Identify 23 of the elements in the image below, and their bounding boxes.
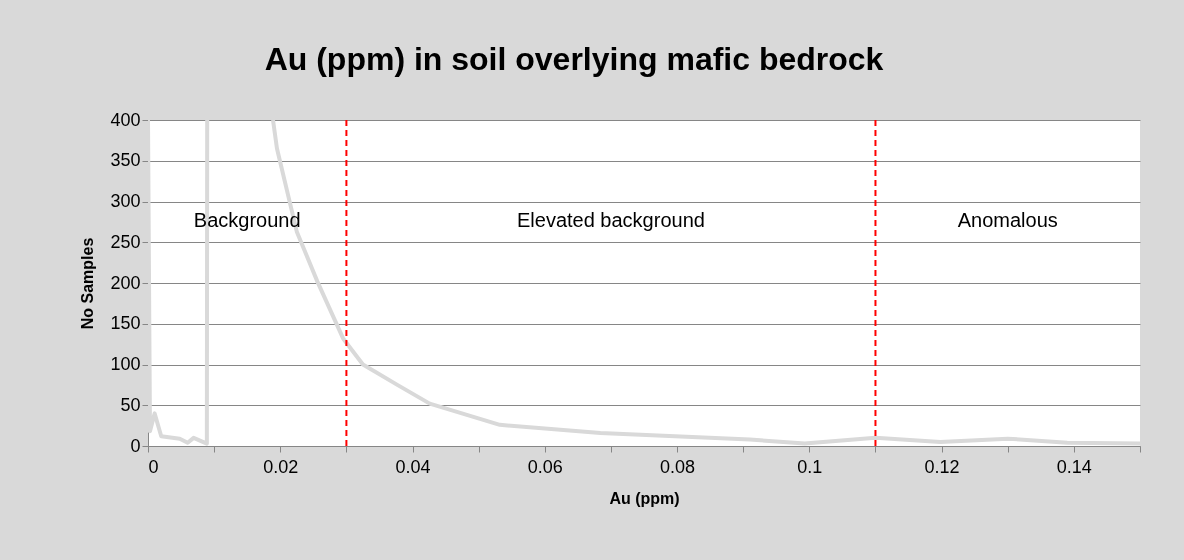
x-tick-label: 0.02 [263,456,299,477]
annotation: Elevated background [516,209,705,232]
annotation: Background [193,209,301,232]
chart-title: Au (ppm) in soil overlying mafic bedrock [264,41,884,77]
x-axis-title: Au (ppm) [609,489,680,507]
y-tick-label: 300 [110,191,141,211]
x-tick-label: 0.1 [797,456,823,477]
x-tick-label: 0 [148,456,159,477]
y-tick-label: 200 [110,272,141,293]
x-tick-label: 0.06 [527,456,563,477]
x-tick-label: 0.08 [660,456,696,477]
y-tick-label: 350 [110,150,141,171]
y-tick-label: 50 [120,394,141,415]
y-tick-label: 100 [110,354,141,374]
annotation: Anomalous [957,209,1058,232]
x-tick-label: 0.04 [395,456,431,477]
x-tick-label: 0.14 [1056,456,1092,477]
x-tick-label: 0.12 [924,456,960,477]
y-tick-label: 250 [110,231,141,252]
y-tick-label: 150 [110,313,141,334]
y-tick-label: 400 [110,109,141,130]
y-tick-label: 0 [130,435,141,456]
y-axis-title: No Samples [79,237,97,330]
